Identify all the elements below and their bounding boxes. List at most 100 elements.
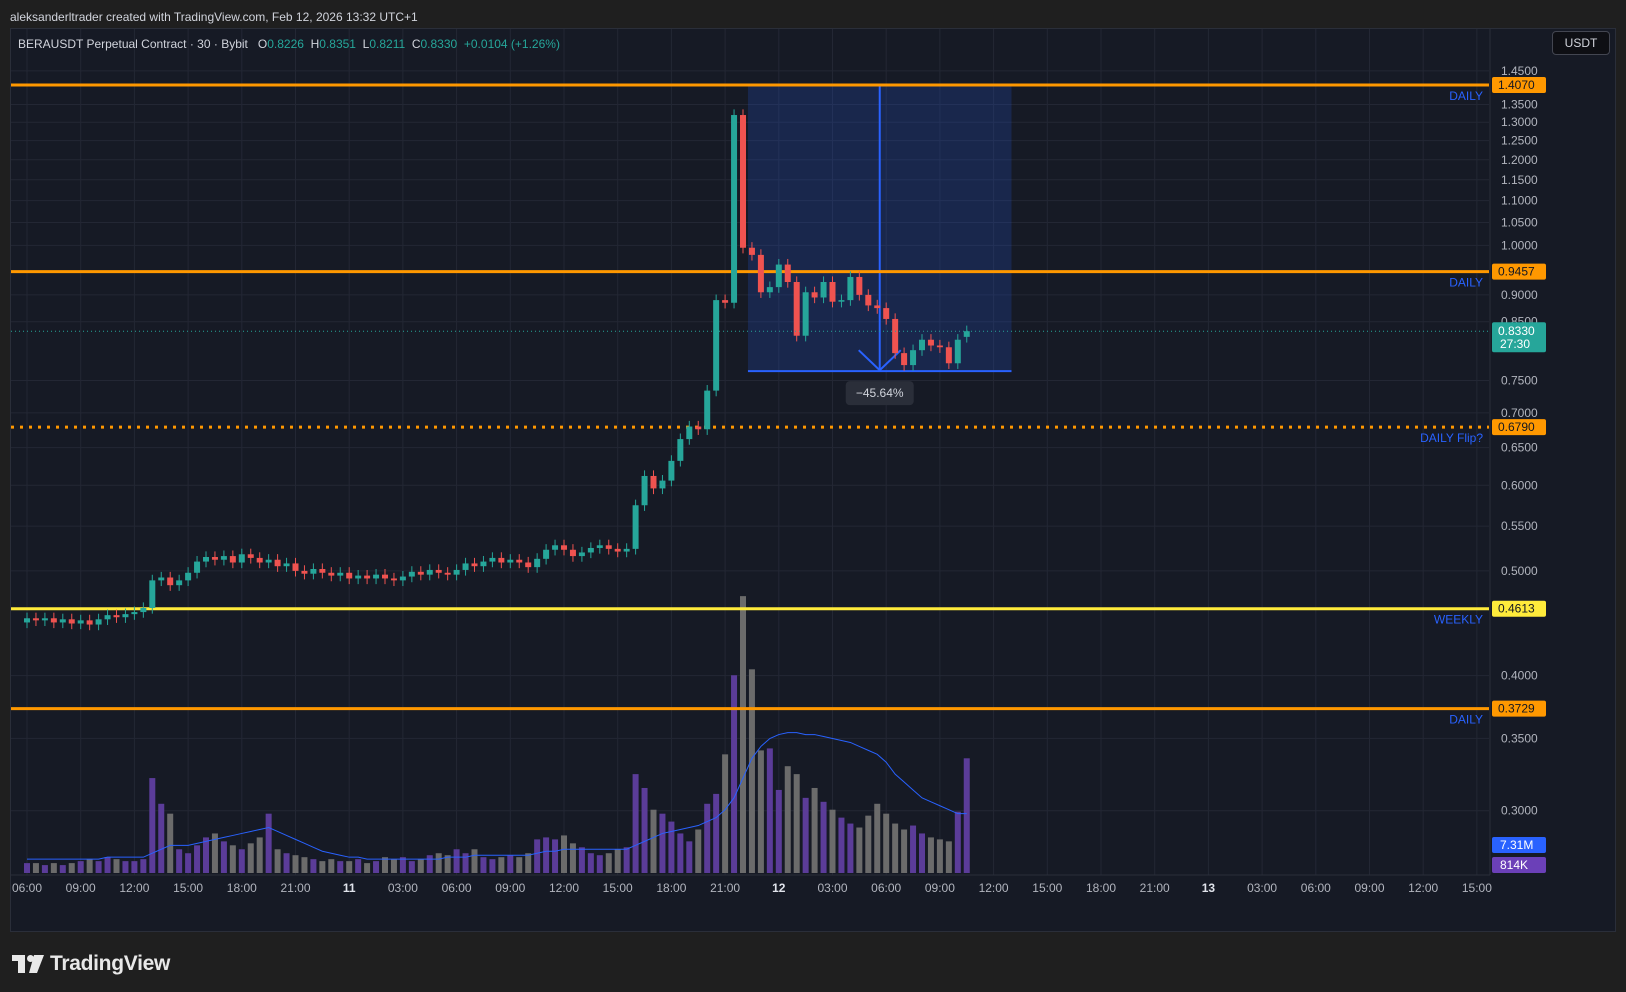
candle-body xyxy=(525,562,532,568)
volume-bar xyxy=(784,766,791,873)
volume-box xyxy=(1492,857,1546,873)
candle-body xyxy=(399,576,406,581)
volume-bar xyxy=(865,815,872,873)
volume-bar xyxy=(301,857,308,873)
volume-bar xyxy=(417,859,424,873)
tradingview-brand[interactable]: TradingView xyxy=(12,952,170,976)
time-tick-label: 18:00 xyxy=(656,881,686,895)
candle-body xyxy=(140,607,147,613)
volume-bar xyxy=(525,853,532,873)
volume-bar xyxy=(632,774,639,873)
measure-label-box xyxy=(845,381,914,406)
candle-body xyxy=(740,115,746,248)
volume-bar xyxy=(140,859,147,873)
time-tick-label: 18:00 xyxy=(227,881,257,895)
candle-body xyxy=(731,115,738,303)
brand-name: TradingView xyxy=(50,952,171,975)
price-tick-label: 1.2500 xyxy=(1501,134,1538,148)
time-tick-label: 06:00 xyxy=(1301,881,1331,895)
candle-body xyxy=(847,276,854,301)
candle-body xyxy=(220,556,227,560)
candle-body xyxy=(319,569,326,573)
candle-body xyxy=(382,574,388,579)
volume-bar xyxy=(587,853,594,873)
candle-body xyxy=(158,577,165,581)
price-tick-label: 0.5500 xyxy=(1501,519,1538,533)
candle-body xyxy=(802,292,809,336)
volume-bar xyxy=(122,861,129,873)
candle-body xyxy=(766,287,773,293)
volume-bar xyxy=(229,845,236,873)
volume-bar xyxy=(68,863,75,873)
volume-bar xyxy=(292,855,299,873)
candle-body xyxy=(310,569,317,574)
volume-bar xyxy=(355,859,362,873)
candle-body xyxy=(650,475,657,489)
volume-bar xyxy=(104,857,111,873)
volume-bar xyxy=(578,847,585,873)
candle-body xyxy=(605,545,612,549)
volume-bar xyxy=(426,855,433,873)
level-tag: DAILY xyxy=(1449,276,1483,290)
volume-bar xyxy=(95,861,102,873)
volume-bar xyxy=(516,857,523,873)
volume-bar xyxy=(131,861,138,873)
time-tick-label: 15:00 xyxy=(1032,881,1062,895)
candle-body xyxy=(856,276,863,295)
level-price-box xyxy=(1492,263,1546,280)
volume-bar xyxy=(59,865,66,873)
level-tag: DAILY Flip? xyxy=(1420,431,1483,445)
level-price-label: 0.4613 xyxy=(1498,602,1535,616)
volume-bar xyxy=(435,853,442,873)
currency-button[interactable]: USDT xyxy=(1552,31,1610,55)
volume-bar xyxy=(561,835,567,873)
volume-bar xyxy=(677,833,684,873)
volume-bar xyxy=(954,811,961,873)
volume-bar xyxy=(695,829,702,873)
price-tick-label: 1.3500 xyxy=(1501,97,1538,111)
candle-body xyxy=(901,353,908,366)
volume-bar xyxy=(748,669,755,873)
volume-bar xyxy=(605,853,612,873)
close-label: C xyxy=(411,37,421,51)
volume-label: 814K xyxy=(1500,858,1528,872)
candle-body xyxy=(811,292,818,298)
candle-body xyxy=(462,563,469,570)
candle-body xyxy=(122,614,129,618)
volume-bar xyxy=(373,861,380,873)
candle-body xyxy=(95,619,102,625)
candle-body xyxy=(677,439,684,461)
volume-bar xyxy=(820,801,827,873)
volume-bar xyxy=(256,837,263,873)
volume-bar xyxy=(623,847,630,873)
volume-bar xyxy=(498,857,505,873)
candle-body xyxy=(292,563,299,571)
high-value: 0.8351 xyxy=(319,37,356,51)
candle-body xyxy=(892,318,899,354)
price-chart[interactable]: 1.4500 1.3500 1.3000 1.2500 1.2000 1.1500 1.10… xyxy=(11,29,1615,931)
volume-bar xyxy=(963,758,970,873)
volume-bar xyxy=(489,859,496,873)
volume-bar xyxy=(775,789,782,873)
candle-body xyxy=(686,426,693,440)
level-price-box xyxy=(1492,419,1546,436)
volume-bar xyxy=(614,849,621,873)
candle-body xyxy=(534,558,541,568)
symbol-title[interactable]: BERAUSDT Perpetual Contract · 30 · Bybit xyxy=(18,37,248,51)
candle-body xyxy=(203,556,209,562)
volume-bar xyxy=(471,849,478,873)
time-tick-label: 15:00 xyxy=(173,881,203,895)
volume-bar xyxy=(364,863,371,873)
symbol-legend: BERAUSDT Perpetual Contract · 30 · Bybit… xyxy=(18,37,560,51)
price-tick-label: 0.4000 xyxy=(1501,669,1538,683)
time-tick-label: 12:00 xyxy=(549,881,579,895)
measure-arrow-head xyxy=(858,349,902,372)
price-tick-label: 0.5000 xyxy=(1501,564,1538,578)
volume-bar xyxy=(507,855,514,873)
time-tick-label: 12 xyxy=(772,881,786,895)
volume-bar xyxy=(856,827,863,873)
chart-panel[interactable]: 1.4500 1.3500 1.3000 1.2500 1.2000 1.1500 1.10… xyxy=(10,28,1616,932)
candle-body xyxy=(552,545,559,550)
volume-bar xyxy=(185,853,192,873)
last-price-box xyxy=(1492,322,1546,353)
